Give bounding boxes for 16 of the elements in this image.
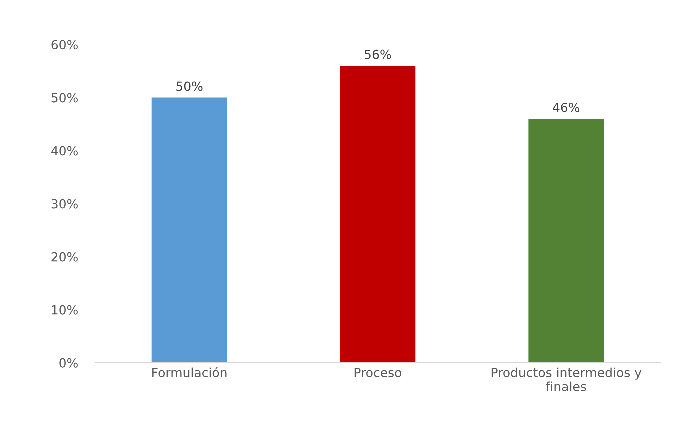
y-tick-label: 40%: [52, 146, 78, 156]
y-tick-label: 10%: [52, 305, 78, 315]
y-tick-label: 60%: [52, 40, 78, 50]
y-tick-label: 20%: [52, 252, 78, 262]
y-tick-label: 50%: [52, 93, 78, 103]
x-tick-label: Productos intermedios y finales: [492, 368, 642, 392]
bar: [152, 98, 228, 363]
bar: [528, 118, 604, 363]
x-tick-label: Proceso: [354, 368, 402, 378]
y-tick-label: 30%: [52, 199, 78, 209]
bar: [340, 66, 416, 363]
data-label: 50%: [176, 82, 203, 92]
x-tick-label: Formulación: [152, 367, 227, 378]
y-tick-label: 0%: [60, 358, 78, 368]
data-label: 56%: [365, 50, 392, 60]
data-label: 46%: [553, 102, 580, 112]
